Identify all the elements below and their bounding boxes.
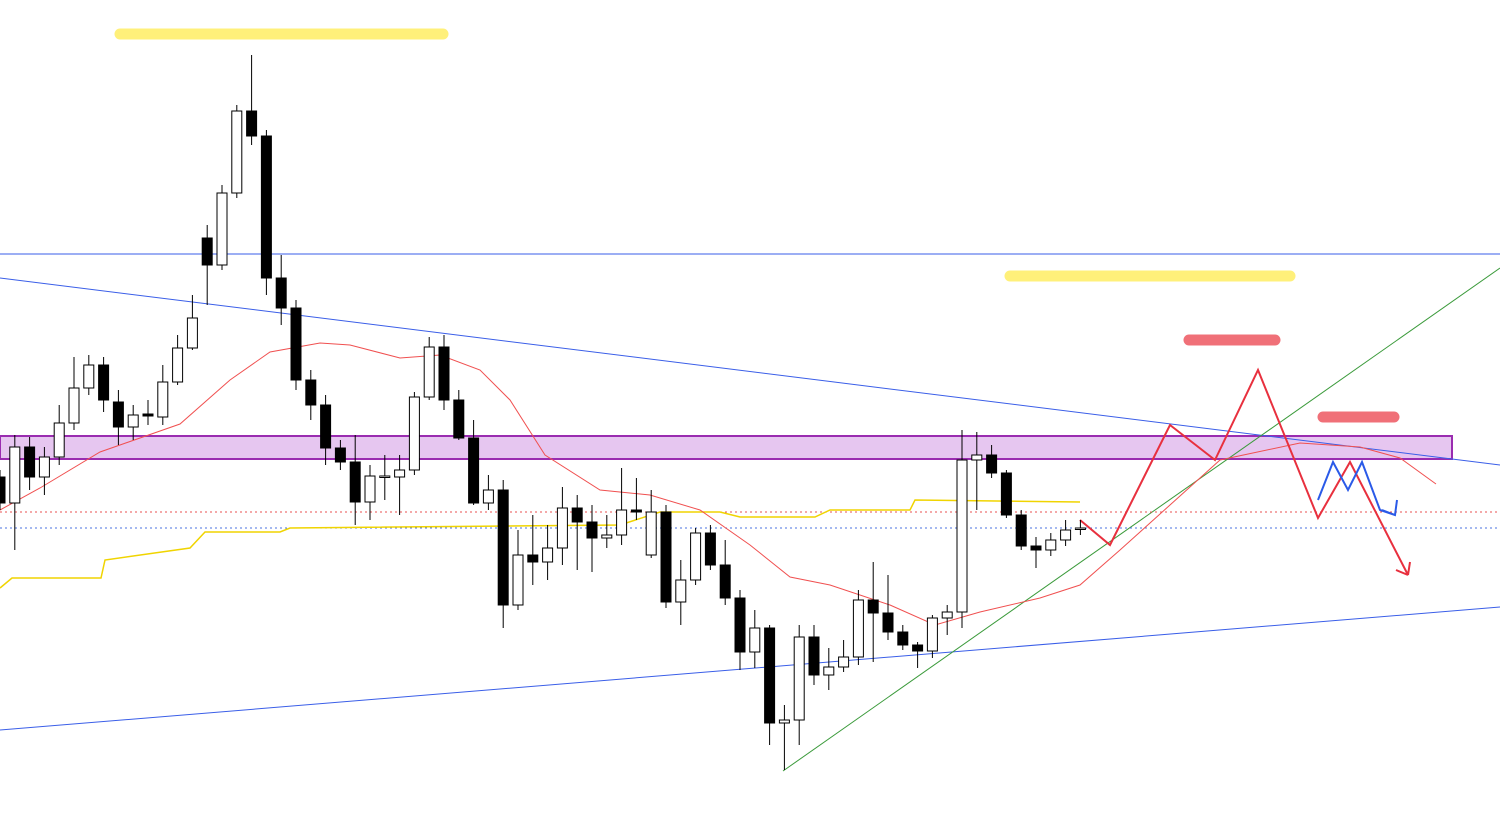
candle-body: [571, 507, 583, 523]
candle-body: [0, 476, 6, 504]
yellow-line: [0, 499, 1081, 589]
candle-body: [216, 192, 228, 266]
support-trendline: [782, 267, 1500, 772]
candle-body: [453, 399, 465, 439]
candle-body: [231, 110, 243, 194]
candle-body: [468, 437, 480, 504]
candle-body: [394, 469, 406, 478]
candle-body: [645, 511, 657, 556]
candle-body: [246, 110, 258, 137]
candle-body: [1060, 529, 1072, 541]
candle-body: [867, 599, 879, 614]
candle-body: [926, 617, 938, 652]
candle-body: [1030, 545, 1042, 551]
drawings: [0, 28, 1500, 772]
candle-body: [112, 401, 124, 428]
candle-body: [1015, 514, 1027, 547]
candle-body: [482, 489, 494, 504]
candle-body: [290, 307, 302, 381]
candle-body: [986, 454, 998, 474]
candle-body: [157, 381, 169, 418]
candle-body: [704, 532, 716, 566]
candle-body: [379, 475, 391, 478]
candle-body: [601, 534, 613, 539]
candle-body: [305, 379, 317, 406]
candle-body: [734, 597, 746, 653]
candle-body: [172, 347, 184, 383]
candle-body: [186, 317, 198, 349]
candle-body: [349, 461, 361, 503]
candle-body: [142, 413, 154, 417]
candle-body: [749, 627, 761, 653]
upper-trendline: [0, 277, 1500, 466]
candle-body: [1074, 527, 1086, 530]
candle-body: [1045, 539, 1057, 551]
candle-body: [24, 446, 36, 478]
candle-body: [9, 446, 21, 504]
candle-body: [542, 547, 554, 563]
candle-body: [778, 719, 790, 724]
candle-body: [334, 447, 346, 463]
candle-body: [897, 631, 909, 646]
candle-body: [260, 135, 272, 279]
candle-body: [838, 656, 850, 668]
moving-average: [0, 342, 1437, 626]
candle-body: [556, 507, 568, 549]
candle-body: [823, 666, 835, 676]
candle-body: [68, 387, 80, 424]
candle-body: [38, 456, 50, 478]
lower-trendline: [0, 606, 1500, 731]
candle-body: [793, 636, 805, 721]
candle-body: [320, 404, 332, 449]
candle-body: [719, 564, 731, 599]
candle-body: [882, 612, 894, 633]
candle-body: [497, 489, 509, 606]
projection-arrow: [1079, 367, 1411, 576]
candle-body: [630, 509, 642, 513]
candle-body: [438, 346, 450, 401]
candle-body: [98, 364, 110, 401]
candle-body: [852, 599, 864, 658]
candle-body: [512, 554, 524, 606]
candle-body: [364, 475, 376, 503]
candle-body: [127, 414, 139, 428]
candle-body: [616, 509, 628, 536]
candle-body: [408, 396, 420, 471]
projection-arrow: [1317, 459, 1398, 517]
candle-body: [912, 644, 924, 652]
candle-body: [660, 511, 672, 603]
candle-body: [690, 532, 702, 581]
candle-body: [956, 459, 968, 613]
candle-body: [527, 554, 539, 563]
candle-body: [808, 636, 820, 676]
candle-body: [586, 521, 598, 539]
candle-body: [53, 422, 65, 458]
candle-body: [1000, 472, 1012, 516]
candle-body: [201, 237, 213, 266]
candle-body: [764, 627, 776, 724]
candle-body: [83, 364, 95, 389]
resistance-zone: [0, 435, 1453, 460]
candle-body: [941, 611, 953, 619]
candle-body: [423, 346, 435, 398]
candle-body: [971, 454, 983, 461]
candle-body: [675, 579, 687, 603]
candle-body: [275, 277, 287, 309]
